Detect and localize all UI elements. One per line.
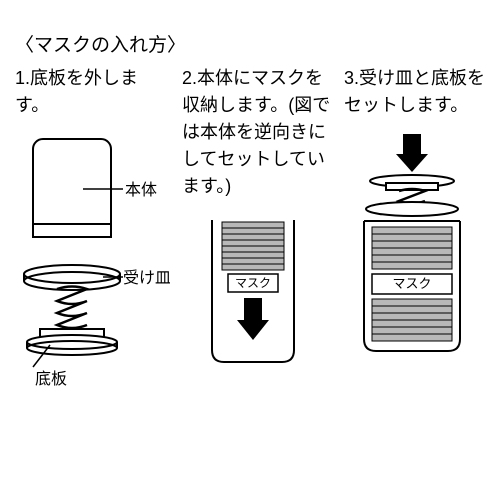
step-3-diagram: マスク <box>344 129 494 409</box>
instruction-title: 〈マスクの入れ方〉 <box>15 30 485 57</box>
label-tray: 受け皿 <box>123 269 170 287</box>
step-1-diagram: 本体 受け皿 <box>15 129 170 409</box>
mask-stack-icon <box>222 222 284 270</box>
step-3-text: 3.受け皿と底板をセットします。 <box>344 65 494 119</box>
step-2-diagram: マスク <box>182 210 332 409</box>
mask-stack-icon <box>372 227 452 269</box>
steps-container: 1.底板を外します。 本体 受け皿 <box>15 65 485 409</box>
down-arrow-icon <box>396 134 428 172</box>
step-1: 1.底板を外します。 本体 受け皿 <box>15 65 170 409</box>
label-base: 底板 <box>35 370 67 388</box>
mask-stack-icon <box>372 299 452 341</box>
label-mask: マスク <box>392 276 431 291</box>
step-3: 3.受け皿と底板をセットします。 <box>344 65 494 409</box>
step-1-text: 1.底板を外します。 <box>15 65 170 119</box>
step-2-text: 2.本体にマスクを収納します。(図では本体を逆向きにしてセットしています。) <box>182 65 332 200</box>
label-mask: マスク <box>235 276 271 290</box>
label-body: 本体 <box>125 181 157 199</box>
step-2: 2.本体にマスクを収納します。(図では本体を逆向きにしてセットしています。) <box>182 65 332 409</box>
